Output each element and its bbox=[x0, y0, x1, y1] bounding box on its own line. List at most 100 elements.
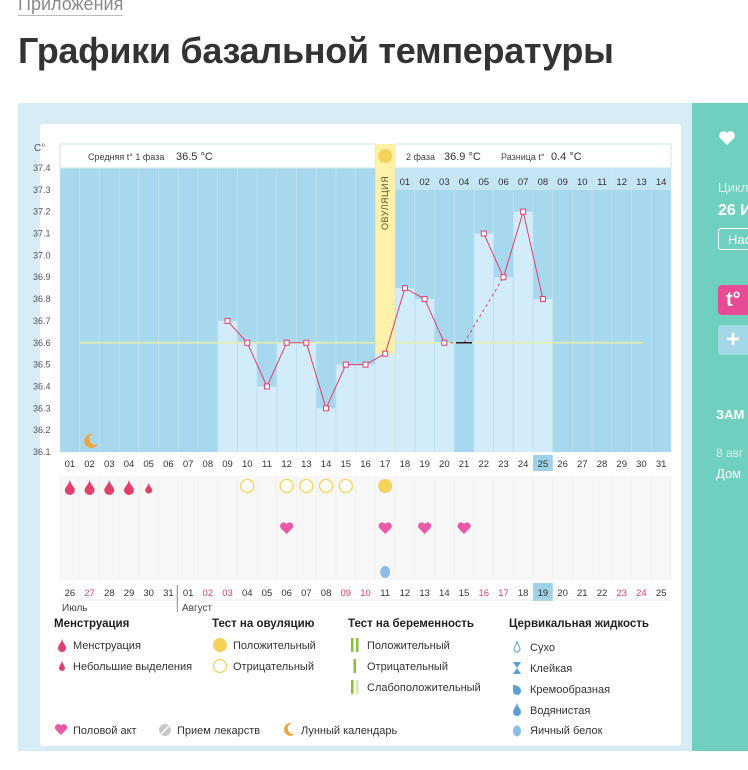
phase2-day-label: 01 bbox=[400, 177, 411, 188]
legend-cervical-dry: Сухо bbox=[530, 642, 555, 654]
temperature-bar bbox=[356, 364, 375, 452]
x-tick-label: 25 bbox=[538, 459, 549, 470]
cycle-date-label: 13 bbox=[419, 588, 430, 599]
x-tick-label: 08 bbox=[203, 459, 214, 470]
phase2-day-label: 02 bbox=[419, 177, 430, 188]
cycle-date-label: 23 bbox=[616, 588, 627, 599]
temperature-point bbox=[421, 296, 428, 303]
watery-icon bbox=[513, 702, 521, 716]
cycle-date-label: 29 bbox=[124, 588, 135, 599]
x-tick-label: 15 bbox=[341, 459, 352, 470]
temperature-line-segment bbox=[305, 342, 327, 409]
cycle-date-label: 07 bbox=[301, 588, 312, 599]
cycle-date-label: 04 bbox=[242, 588, 253, 599]
menstruation-drop-icon bbox=[123, 479, 134, 495]
double-stripe-icon bbox=[351, 638, 359, 652]
legend-pregnancy-positive: Положительный bbox=[367, 640, 450, 652]
y-tick-label: 37.4 bbox=[33, 163, 51, 173]
legend-pregnancy-test-title: Тест на беременность bbox=[348, 618, 474, 630]
y-tick-label: 36.4 bbox=[33, 381, 51, 391]
x-tick-label: 06 bbox=[163, 459, 174, 470]
y-tick-label: 36.8 bbox=[33, 294, 51, 304]
temperature-bar bbox=[533, 299, 553, 452]
cycle-date-label: 10 bbox=[360, 588, 371, 599]
ovulation-test-positive-icon bbox=[378, 479, 393, 493]
temperature-bar bbox=[375, 353, 395, 452]
legend-ovulation-positive: Положительный bbox=[233, 640, 316, 652]
temperature-line-segment bbox=[266, 342, 288, 387]
x-tick-label: 03 bbox=[104, 459, 115, 470]
y-tick-label: 36.1 bbox=[33, 447, 51, 457]
temperature-point bbox=[382, 350, 389, 357]
phase2-day-label: 06 bbox=[498, 177, 509, 188]
month-july: Июль bbox=[62, 603, 88, 614]
page-title: Графики базальной температуры bbox=[18, 30, 614, 71]
x-tick-label: 20 bbox=[439, 459, 450, 470]
legend-cervical-egg-white: Яичный белок bbox=[530, 725, 603, 737]
phase2-day-label: 04 bbox=[459, 177, 470, 188]
legend-cervical-watery: Водянистая bbox=[530, 705, 591, 717]
x-tick-label: 05 bbox=[143, 459, 154, 470]
x-tick-label: 28 bbox=[597, 459, 608, 470]
cycle-date-label: 11 bbox=[380, 588, 390, 599]
single-stripe-icon bbox=[353, 659, 356, 673]
temperature-line-segment bbox=[483, 233, 504, 278]
temperature-line-segment bbox=[522, 211, 544, 300]
temperature-point bbox=[480, 230, 487, 237]
sidebar-heart-icon[interactable] bbox=[718, 130, 736, 146]
temperature-line-dashed bbox=[463, 276, 504, 344]
phase2-day-label: 12 bbox=[616, 177, 627, 188]
temperature-point bbox=[283, 339, 290, 346]
note-date: 8 авг bbox=[716, 446, 744, 460]
ovulation-test-negative-icon bbox=[318, 478, 334, 494]
legend-small-discharge: Небольшие выделения bbox=[73, 661, 193, 673]
phase2-day-label: 08 bbox=[538, 177, 549, 188]
legend-menstruation: Менструация bbox=[73, 640, 141, 652]
intercourse-heart-icon bbox=[280, 522, 294, 534]
cycle-date-label: 16 bbox=[478, 588, 489, 599]
weak-stripe-icon bbox=[351, 680, 359, 694]
temperature-bar bbox=[434, 342, 454, 452]
x-tick-label: 17 bbox=[380, 459, 391, 470]
sidebar bbox=[692, 103, 748, 751]
temperature-point bbox=[224, 317, 231, 324]
x-tick-label: 26 bbox=[557, 459, 568, 470]
negative-circle-icon bbox=[212, 658, 228, 674]
breadcrumb[interactable]: Приложения bbox=[18, 0, 124, 16]
dry-icon bbox=[513, 640, 521, 653]
x-tick-label: 14 bbox=[321, 459, 332, 470]
phase1-label: Средняя t° 1 фаза bbox=[88, 152, 164, 162]
temperature-bar bbox=[257, 386, 277, 452]
positive-circle-icon bbox=[213, 638, 227, 652]
intercourse-heart-icon bbox=[378, 522, 392, 534]
y-tick-label: 37.2 bbox=[33, 207, 51, 217]
diff-label: Разница t° bbox=[501, 152, 545, 162]
x-tick-label: 13 bbox=[301, 459, 312, 470]
cycle-date-label: 24 bbox=[636, 588, 647, 599]
sidebar-nav-button[interactable]: Нас bbox=[718, 228, 748, 250]
phase2-day-label: 03 bbox=[439, 177, 450, 188]
temperature-point bbox=[303, 339, 310, 346]
temperature-point bbox=[323, 405, 330, 412]
menstruation-drop-icon bbox=[64, 479, 75, 495]
temperature-bar bbox=[336, 364, 356, 452]
temperature-point bbox=[263, 383, 270, 390]
ovulation-icon bbox=[378, 149, 393, 163]
ovulation-test-negative-icon bbox=[279, 478, 294, 494]
x-tick-label: 22 bbox=[478, 459, 489, 470]
legend-ovulation-test-title: Тест на овуляцию bbox=[212, 618, 315, 630]
phase1-value: 36.5 °C bbox=[176, 151, 213, 163]
x-tick-label: 30 bbox=[636, 459, 647, 470]
note-text: Дом bbox=[716, 466, 742, 481]
add-button[interactable]: + bbox=[718, 325, 748, 355]
temperature-bar bbox=[494, 277, 513, 452]
temperature-bar bbox=[415, 299, 434, 452]
temperature-point bbox=[362, 361, 369, 368]
add-temperature-button[interactable]: t° bbox=[718, 285, 748, 315]
cycle-date-label: 15 bbox=[459, 588, 470, 599]
drop-icon bbox=[58, 638, 66, 652]
ovulation-label: ОВУЛЯЦИЯ bbox=[380, 176, 390, 230]
x-tick-label: 27 bbox=[577, 459, 588, 470]
cycle-date-label: 27 bbox=[84, 588, 95, 599]
